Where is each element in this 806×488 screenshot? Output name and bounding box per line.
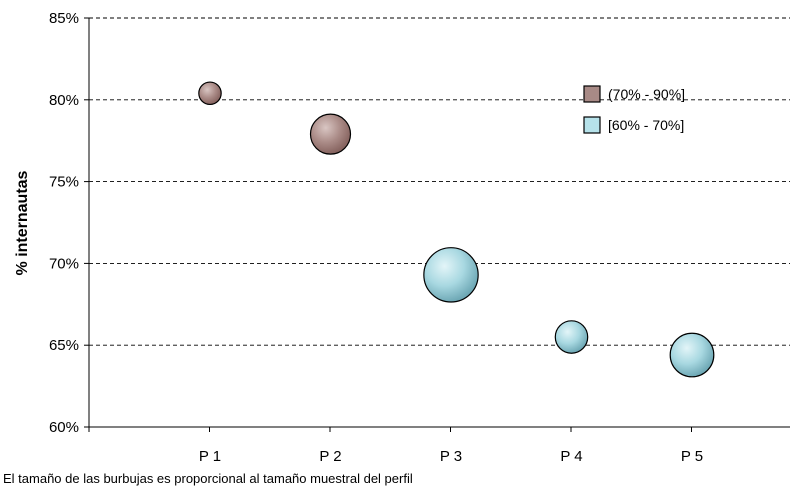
legend-label-2: [60% - 70%] xyxy=(608,117,684,133)
y-tick-label-70: 70% xyxy=(49,255,79,272)
x-tick-label-4: P 4 xyxy=(560,448,582,465)
bubble-p5 xyxy=(669,332,715,378)
y-tick-label-85: 85% xyxy=(49,10,79,27)
y-tick-label-65: 65% xyxy=(49,337,79,354)
bubble-p3 xyxy=(423,247,479,303)
bubbles xyxy=(198,81,715,378)
y-tick-label-75: 75% xyxy=(49,174,79,191)
bubble-p2 xyxy=(309,113,352,155)
y-tick-labels: 60% 65% 70% 75% 80% 85% xyxy=(49,10,79,436)
legend: (70% - 90%] [60% - 70%] xyxy=(583,85,685,134)
footnote: El tamaño de las burbujas es proporciona… xyxy=(3,471,413,486)
x-tick-label-2: P 2 xyxy=(319,448,341,465)
x-tick-labels: P 1 P 2 P 3 P 4 P 5 xyxy=(199,448,703,465)
bubble-p4 xyxy=(554,320,589,354)
x-tick-label-3: P 3 xyxy=(440,448,462,465)
legend-swatch-2 xyxy=(583,116,601,134)
legend-swatch-1 xyxy=(583,85,601,103)
x-tick-label-5: P 5 xyxy=(681,448,703,465)
legend-label-1: (70% - 90%] xyxy=(608,86,685,102)
x-tick-label-1: P 1 xyxy=(199,448,221,465)
y-axis-title: % internautas xyxy=(14,170,31,275)
bubble-p1 xyxy=(198,81,222,106)
axes xyxy=(84,17,790,432)
y-tick-label-80: 80% xyxy=(49,92,79,109)
y-tick-label-60: 60% xyxy=(49,419,79,436)
